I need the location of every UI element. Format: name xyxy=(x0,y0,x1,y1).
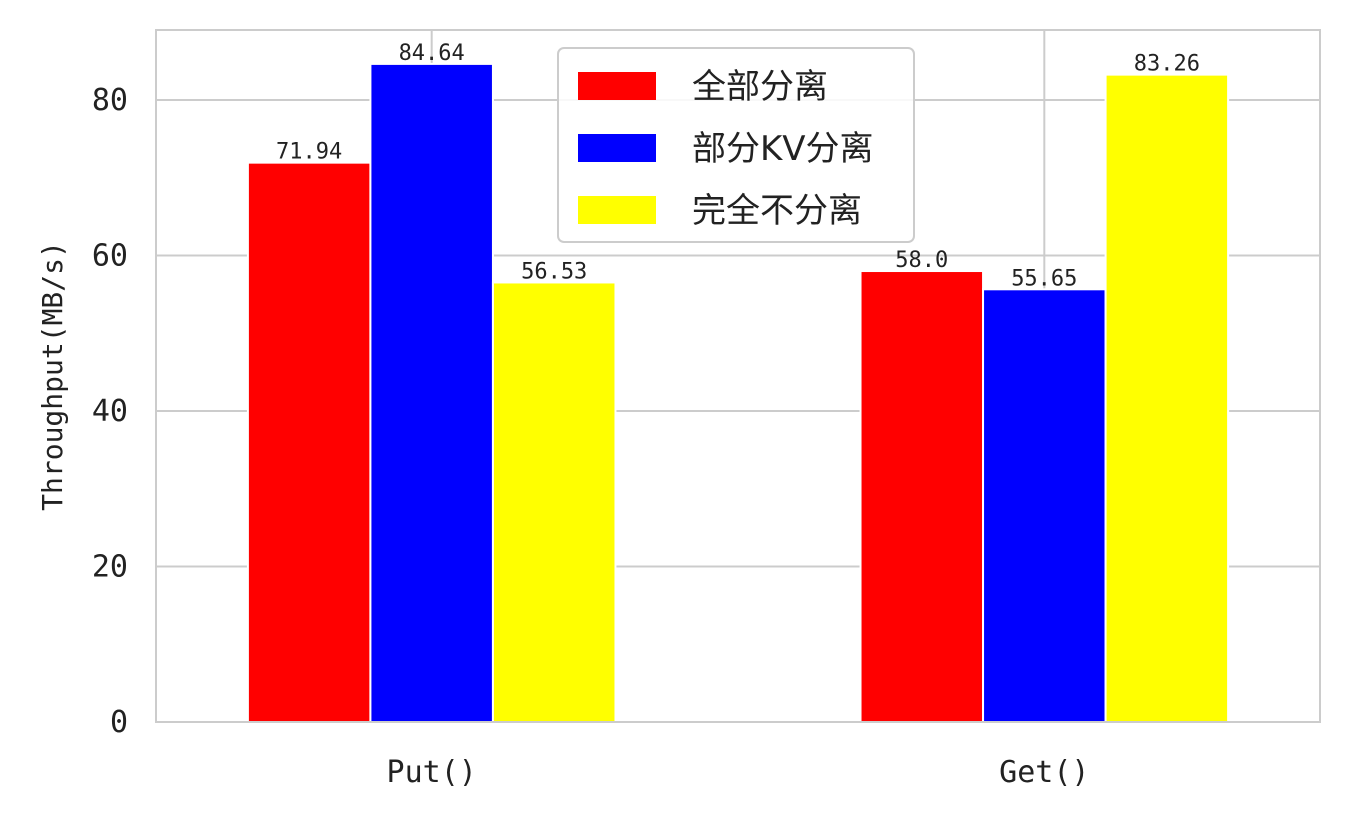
legend-label[interactable]: 部分KV分离 xyxy=(692,129,874,169)
axis-ticks: 0 20 40 60 80 Put() Get() xyxy=(92,83,1090,790)
x-tick-label: Get() xyxy=(999,755,1089,790)
bar-value-label: 58.0 xyxy=(895,248,948,273)
bar xyxy=(369,62,494,724)
bar xyxy=(859,270,985,723)
bar-value-label: 71.94 xyxy=(276,140,342,165)
y-tick-label: 40 xyxy=(92,394,128,429)
y-tick-label: 0 xyxy=(110,705,128,740)
bar xyxy=(982,288,1107,723)
bar-value-label: 55.65 xyxy=(1011,266,1077,291)
legend-swatch xyxy=(578,196,656,224)
x-tick-label: Put() xyxy=(387,755,477,790)
bar xyxy=(246,161,372,723)
bar-value-label: 56.53 xyxy=(521,259,587,284)
legend-label[interactable]: 全部分离 xyxy=(692,67,828,107)
bars: 71.94 58.0 84.64 55.65 56.53 83.26 xyxy=(246,41,1230,724)
bar xyxy=(1104,73,1230,723)
y-tick-label: 20 xyxy=(92,549,128,584)
y-axis-label: Throughput(MB/s) xyxy=(36,241,69,511)
bar-value-label: 84.64 xyxy=(399,41,465,66)
y-tick-label: 80 xyxy=(92,83,128,118)
legend-label[interactable]: 完全不分离 xyxy=(692,191,862,231)
legend-swatch xyxy=(578,72,656,100)
plot-frame xyxy=(155,29,1321,723)
y-tick-label: 60 xyxy=(92,238,128,273)
bar-value-label: 83.26 xyxy=(1134,52,1200,77)
bar xyxy=(491,281,617,723)
legend-swatch xyxy=(578,134,656,162)
